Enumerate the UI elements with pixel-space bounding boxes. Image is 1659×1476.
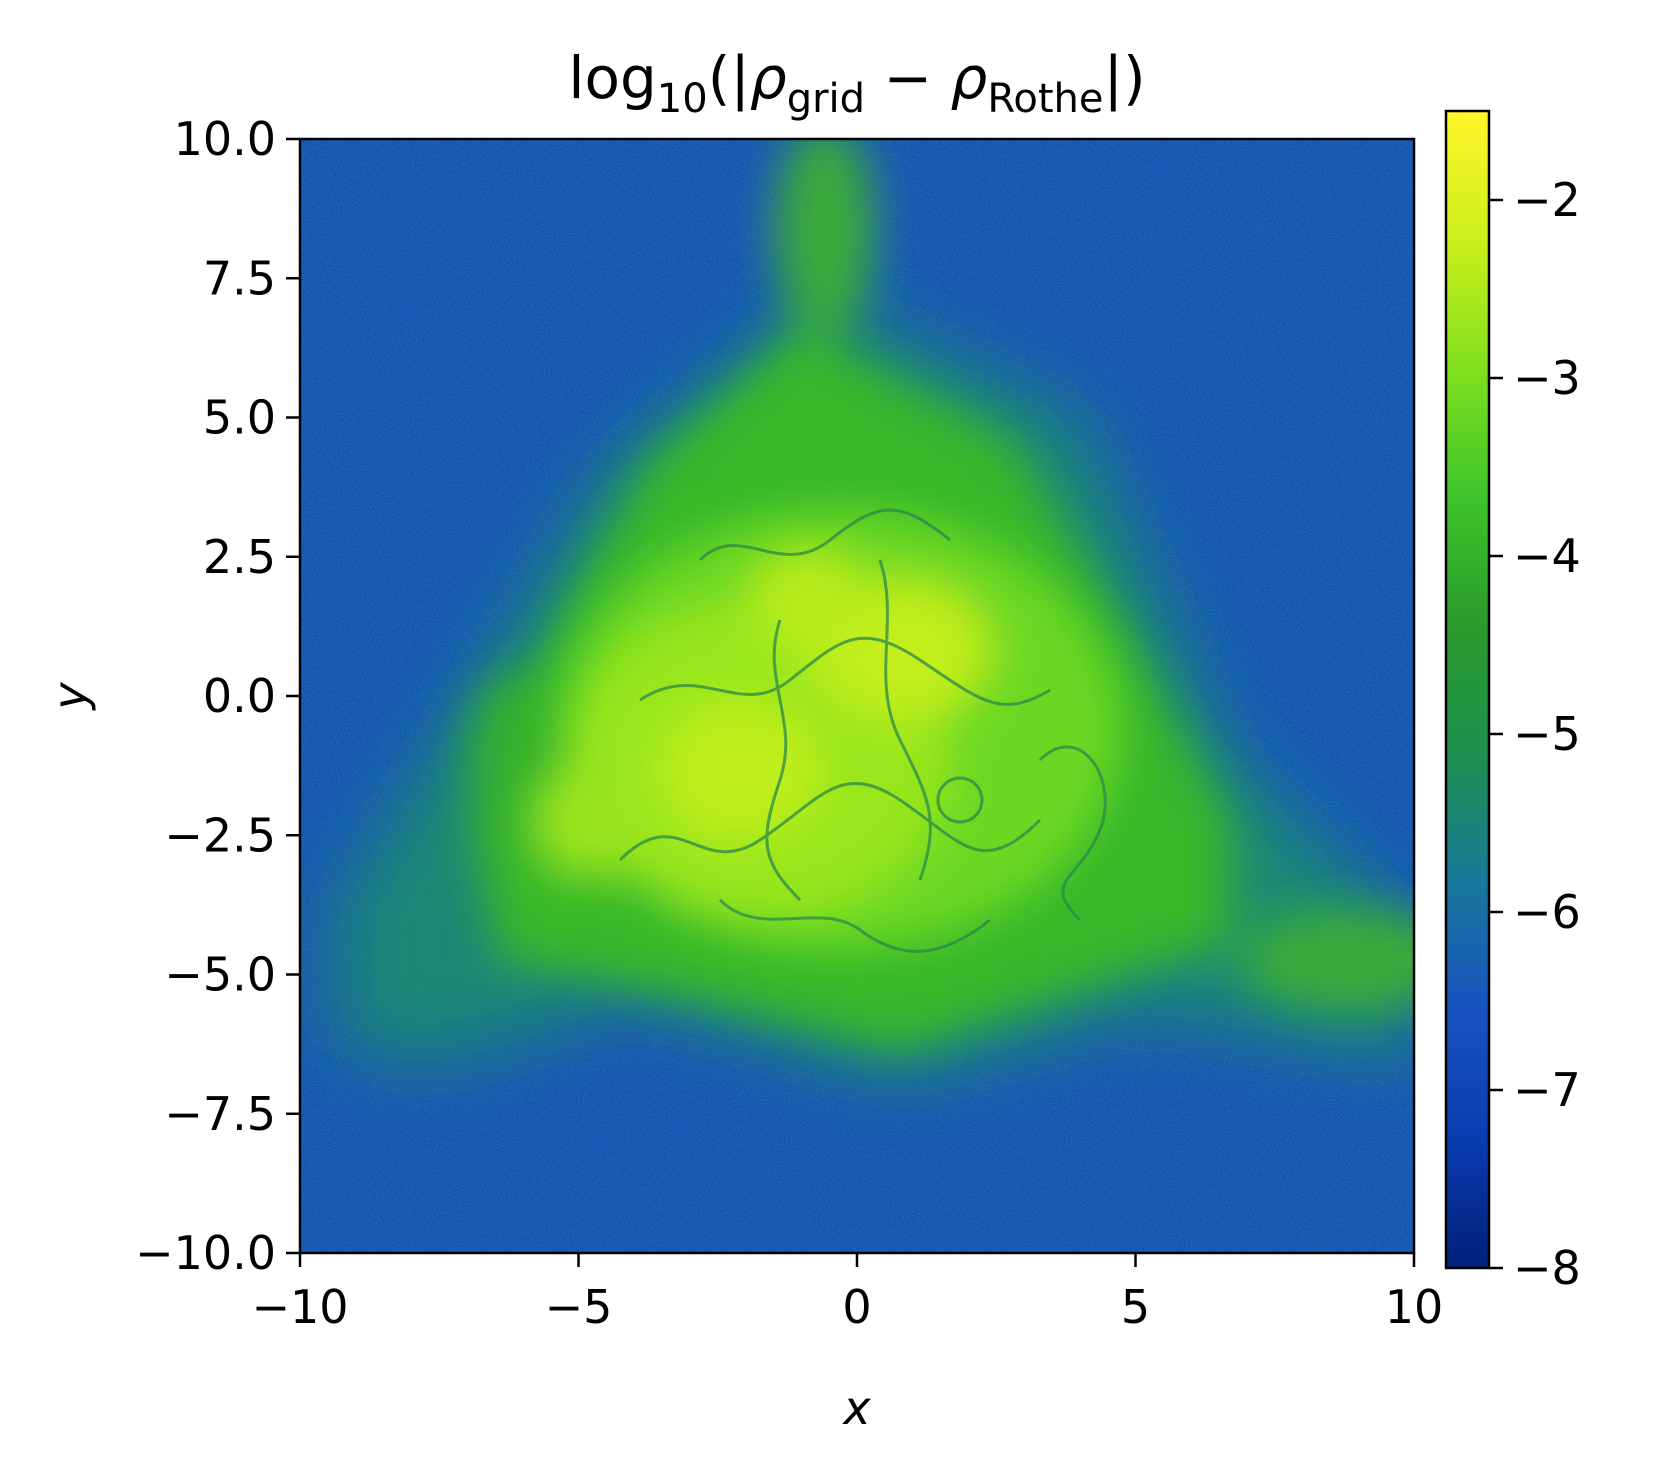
y-tick-label: 2.5 xyxy=(203,530,276,584)
x-axis-ticks: −10 −5 0 5 10 xyxy=(251,1253,1443,1334)
heatmap-nodal-lines xyxy=(618,508,1107,953)
colorbar xyxy=(1444,109,1491,1270)
colorbar-tick-label: −6 xyxy=(1513,885,1581,939)
y-axis-label: y xyxy=(43,682,97,712)
y-tick-label: 7.5 xyxy=(203,251,276,305)
chart-title: log10(|ρgrid − ρRothe|) xyxy=(568,44,1145,122)
colorbar-tick-label: −4 xyxy=(1513,529,1581,583)
x-tick-label: 0 xyxy=(842,1280,871,1334)
y-tick-label: 5.0 xyxy=(203,391,276,445)
y-tick-label: −7.5 xyxy=(164,1087,276,1141)
y-tick-label: 0.0 xyxy=(203,669,276,723)
x-tick-label: 10 xyxy=(1385,1280,1444,1334)
heatmap-plot-area xyxy=(300,139,1414,1253)
x-tick-label: −10 xyxy=(251,1280,348,1334)
y-tick-label: 10.0 xyxy=(174,112,276,166)
colorbar-tick-label: −3 xyxy=(1513,351,1581,405)
colorbar-tick-label: −2 xyxy=(1513,173,1581,227)
y-tick-label: −5.0 xyxy=(164,948,276,1002)
colorbar-tick-label: −7 xyxy=(1513,1063,1581,1117)
y-tick-label: −2.5 xyxy=(164,808,276,862)
colorbar-tick-label: −5 xyxy=(1513,707,1581,761)
y-axis-ticks: 10.0 7.5 5.0 2.5 0.0 −2.5 −5.0 −7.5 −10.0 xyxy=(135,112,300,1280)
x-tick-label: −5 xyxy=(545,1280,613,1334)
x-axis-label: x xyxy=(841,1381,871,1435)
y-tick-label: −10.0 xyxy=(135,1226,276,1280)
x-tick-label: 5 xyxy=(1121,1280,1150,1334)
colorbar-ticks: −2 −3 −4 −5 −6 −7 −8 xyxy=(1489,173,1581,1295)
colorbar-tick-label: −8 xyxy=(1513,1241,1581,1295)
